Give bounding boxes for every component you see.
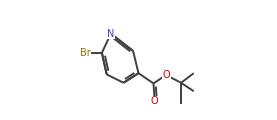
Text: Br: Br	[80, 48, 91, 58]
Text: O: O	[162, 70, 170, 80]
Text: N: N	[107, 29, 115, 39]
Text: O: O	[151, 96, 158, 106]
